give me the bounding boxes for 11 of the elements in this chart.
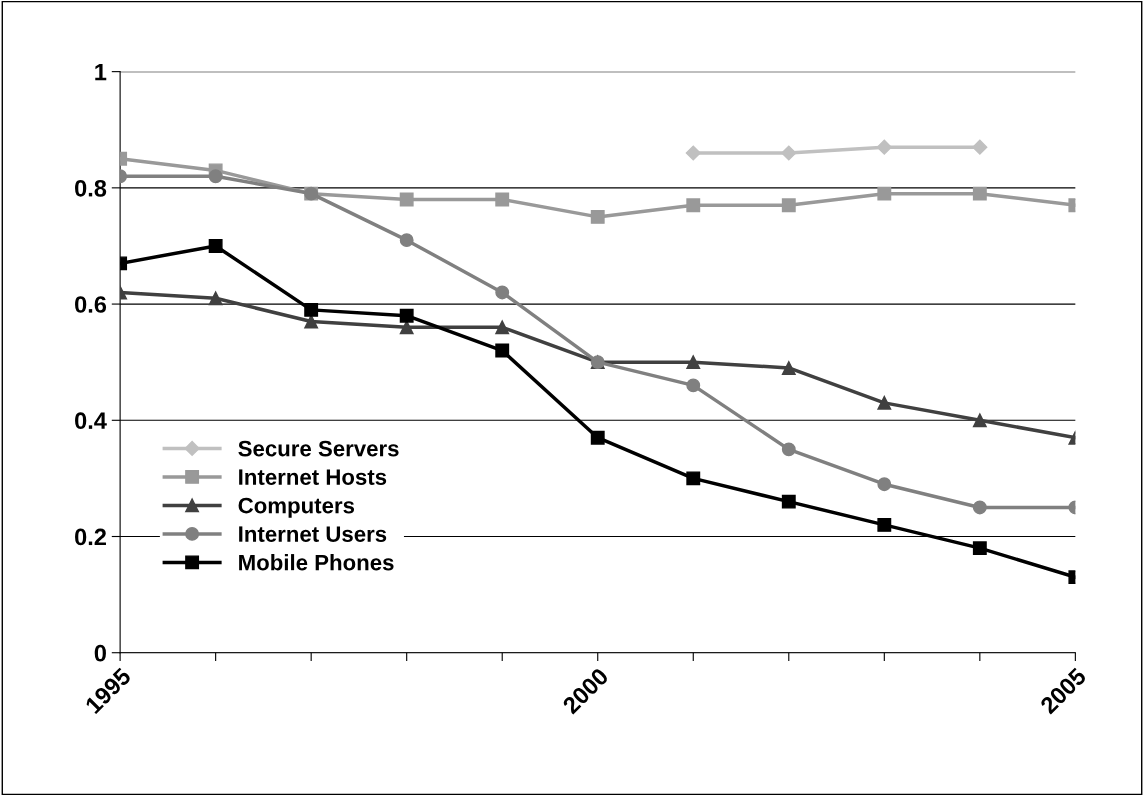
legend-label: Mobile Phones	[239, 554, 394, 571]
y-tick-label: 0.8	[75, 179, 107, 197]
y-tick-label: 0.6	[75, 296, 107, 313]
y-tick-label: 1	[95, 63, 107, 81]
legend-label: Computers	[238, 497, 355, 518]
legend-label: Secure Servers	[238, 440, 399, 457]
legend-label: Internet Hosts	[239, 469, 387, 485]
y-tick-label: 0	[94, 644, 106, 662]
y-tick-label: 0.2	[75, 528, 106, 546]
legend-label: Internet Users	[239, 526, 387, 542]
y-tick-label: 0.4	[75, 412, 107, 430]
